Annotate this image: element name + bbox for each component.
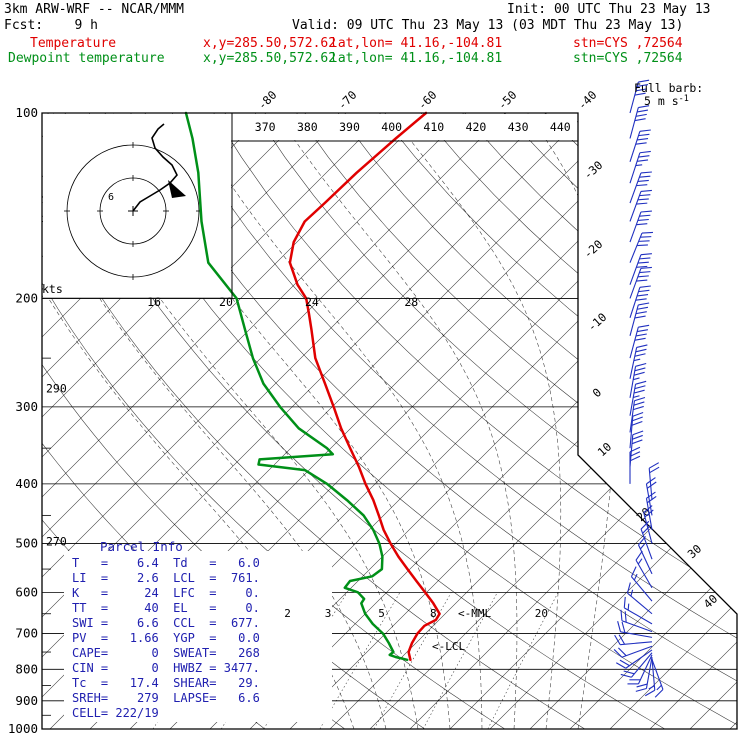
top-temperature-labels: -80 -70 -60 -50 -40 [255, 88, 600, 113]
parcel-info-row: TT = 40 EL = 0. [72, 601, 260, 615]
pressure-axis-labels: 100 200 300 400 500 600 700 800 900 1000 [8, 105, 38, 736]
temperature-station: stn=CYS ,72564 [573, 36, 683, 51]
hodograph [64, 123, 202, 280]
svg-text:28: 28 [404, 295, 418, 309]
svg-text:10: 10 [595, 440, 615, 460]
svg-text:1000: 1000 [8, 721, 38, 736]
svg-text:300: 300 [15, 399, 38, 414]
svg-text:390: 390 [339, 120, 360, 134]
forecast-hour: Fcst: 9 h [4, 18, 98, 33]
svg-text:5: 5 [378, 607, 385, 620]
model-title: 3km ARW-WRF -- NCAR/MMM [4, 2, 185, 17]
svg-text:30: 30 [685, 542, 705, 562]
parcel-info-panel: T = 6.4 Td = 6.0 LI = 2.6 LCL = 761. K = 2… [72, 556, 260, 721]
moist-adiabat-labels: 16 20 24 28 [147, 295, 418, 309]
wind-legend-line1: Full barb: [634, 81, 703, 95]
valid-time: Valid: 09 UTC Thu 23 May 13 (03 MDT Thu … [292, 18, 684, 33]
theta-labels: 370 380 390 400 410 420 430 440 [255, 120, 571, 134]
svg-text:-10: -10 [585, 310, 610, 334]
mixing-ratio-labels: 2 3 5 8 20 [284, 607, 548, 620]
svg-text:0: 0 [590, 385, 605, 400]
parcel-info-row: Tc = 17.4 SHEAR= 29. [72, 676, 260, 690]
svg-text:16: 16 [147, 295, 161, 309]
svg-text:440: 440 [550, 120, 571, 134]
temperature-curve [288, 111, 441, 662]
parcel-info-row: T = 6.4 Td = 6.0 [72, 556, 260, 570]
static-chart-labels: kts 6 Full barb: 5 m s-1 <-MML <-LCL [42, 81, 703, 653]
hodograph-units-label: kts [42, 282, 63, 296]
svg-text:400: 400 [15, 476, 38, 491]
svg-text:600: 600 [15, 584, 38, 599]
parcel-info-row: CELL= 222/19 [72, 706, 159, 720]
dewpoint-legend-label: Dewpoint temperature [8, 51, 165, 66]
svg-text:20: 20 [219, 295, 233, 309]
svg-text:8: 8 [430, 607, 437, 620]
svg-text:370: 370 [255, 120, 276, 134]
svg-text:800: 800 [15, 661, 38, 676]
hodograph-ring-label: 6 [108, 192, 114, 203]
parcel-info-row: LI = 2.6 LCL = 761. [72, 571, 260, 585]
hodograph-storm-motion-marker [168, 180, 186, 198]
parcel-info-row: CAPE= 0 SWEAT= 268 [72, 646, 260, 660]
temperature-latlon: lat,lon= 41.16,-104.81 [330, 36, 503, 51]
parcel-info-row: PV = 1.66 YGP = 0.0 [72, 631, 260, 645]
svg-text:700: 700 [15, 626, 38, 641]
svg-text:420: 420 [466, 120, 487, 134]
parcel-info-row: K = 24 LFC = 0. [72, 586, 260, 600]
wind-barbs [613, 79, 664, 698]
svg-text:-40: -40 [575, 88, 600, 113]
dewpoint-station: stn=CYS ,72564 [573, 51, 683, 66]
hodograph-trace [132, 123, 178, 212]
parcel-info-row: CIN = 0 HWBZ = 3477. [72, 661, 260, 675]
lcl-annotation: <-LCL [432, 640, 465, 653]
svg-text:900: 900 [15, 693, 38, 708]
svg-text:200: 200 [15, 290, 38, 305]
dewpoint-xy: x,y=285.50,572.62 [203, 51, 337, 66]
parcel-info-row: SWI = 6.6 CCL = 677. [72, 616, 260, 630]
dewpoint-curve [184, 111, 409, 662]
svg-text:430: 430 [508, 120, 529, 134]
mml-annotation: <-MML [458, 607, 491, 620]
temperature-xy: x,y=285.50,572.62 [203, 36, 337, 51]
svg-text:-50: -50 [495, 88, 520, 113]
svg-text:-80: -80 [255, 88, 280, 113]
parcel-info-row: SREH= 279 LAPSE= 6.6 [72, 691, 260, 705]
init-time: Init: 00 UTC Thu 23 May 13 [507, 2, 711, 17]
svg-text:3: 3 [325, 607, 332, 620]
svg-text:100: 100 [15, 105, 38, 120]
wind-legend-line2: 5 m s-1 [644, 94, 689, 108]
parcel-info-title: Parcel Info [100, 539, 183, 554]
svg-text:-30: -30 [581, 158, 606, 182]
svg-text:2: 2 [284, 607, 291, 620]
svg-text:-60: -60 [415, 88, 440, 113]
hodograph-rings [64, 142, 202, 280]
dewpoint-latlon: lat,lon= 41.16,-104.81 [330, 51, 503, 66]
svg-text:290: 290 [46, 381, 67, 395]
svg-text:410: 410 [423, 120, 444, 134]
dry-adiabat-labels: 290 270 [46, 381, 67, 548]
temperature-legend-label: Temperature [30, 36, 117, 51]
svg-text:500: 500 [15, 536, 38, 551]
svg-text:-20: -20 [581, 237, 606, 261]
svg-text:24: 24 [305, 295, 319, 309]
svg-text:270: 270 [46, 534, 67, 548]
svg-text:400: 400 [381, 120, 402, 134]
plot-border [41, 112, 738, 730]
svg-text:-70: -70 [335, 88, 360, 113]
svg-text:20: 20 [535, 607, 548, 620]
svg-text:380: 380 [297, 120, 318, 134]
